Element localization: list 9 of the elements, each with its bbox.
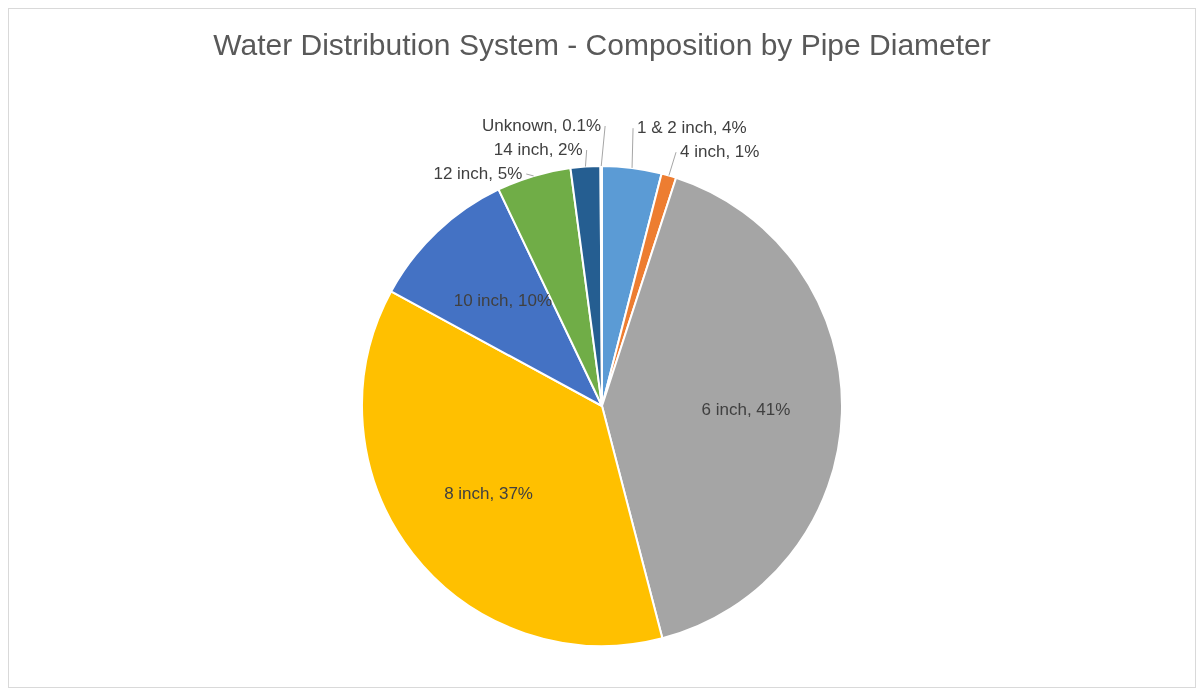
slice-label: 12 inch, 5%	[433, 163, 523, 183]
slice-label: 8 inch, 37%	[444, 484, 533, 504]
slice-label: 1 & 2 inch, 4%	[637, 117, 747, 137]
slice-label: 10 inch, 10%	[453, 291, 552, 311]
slice-label: 4 inch, 1%	[680, 141, 760, 161]
chart-title: Water Distribution System - Composition by Pipe Diameter	[213, 28, 991, 62]
slice-label: Unknown, 0.1%	[482, 115, 602, 135]
slice-label: 14 inch, 2%	[493, 139, 583, 159]
slice-label: 6 inch, 41%	[701, 399, 791, 419]
